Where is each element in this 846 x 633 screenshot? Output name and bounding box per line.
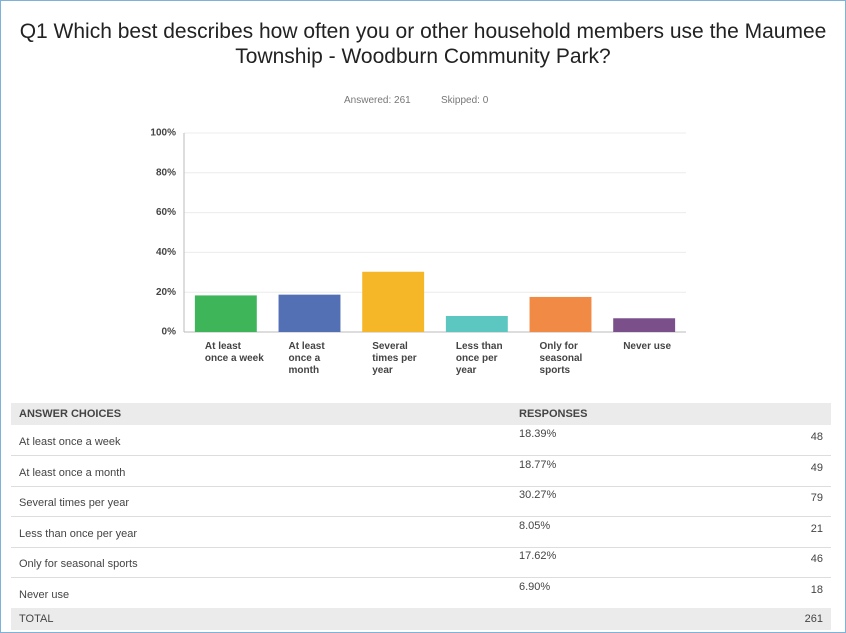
bar xyxy=(194,295,257,332)
x-tick-label: At least once a month xyxy=(288,341,325,376)
x-tick-label: Only for seasonal sports xyxy=(539,341,583,376)
cell: 48 xyxy=(810,431,823,443)
header-cell: RESPONSES xyxy=(519,408,588,420)
table-row: Several times per year 30.27% 79 xyxy=(11,486,831,517)
cell: 49 xyxy=(810,461,823,474)
cell: 18.77% xyxy=(519,458,557,471)
cell: 21 xyxy=(810,522,823,535)
cell: 18 xyxy=(810,583,823,596)
table-header: ANSWER CHOICES RESPONSES xyxy=(11,403,831,425)
table-row: At least once a week 18.39% 48 xyxy=(11,425,831,456)
cell: Never use xyxy=(19,588,70,601)
cell: At least once a week xyxy=(19,436,121,448)
cell: 17.62% xyxy=(519,550,557,562)
cell: TOTAL xyxy=(19,613,54,625)
x-tick-label: Never use xyxy=(623,341,672,352)
table-total: TOTAL 261 xyxy=(11,608,831,630)
cell: 6.90% xyxy=(519,580,551,593)
cell: Only for seasonal sports xyxy=(19,558,138,570)
table-row: Only for seasonal sports 17.62% 46 xyxy=(11,547,831,578)
bar xyxy=(278,294,341,332)
y-tick-label: 40% xyxy=(156,247,176,258)
table-row: At least once a month 18.77% 49 xyxy=(11,456,831,487)
cell: 8.05% xyxy=(519,519,551,532)
x-tick-label: Less than once per year xyxy=(455,341,503,376)
table-row: Less than once per year 8.05% 21 xyxy=(11,517,831,548)
cell: 46 xyxy=(810,553,823,565)
y-tick-label: 60% xyxy=(156,207,176,218)
cell: 18.39% xyxy=(519,428,557,440)
x-tick-label: At least once a week xyxy=(204,341,264,364)
cell: Less than once per year xyxy=(19,527,138,540)
cell: 79 xyxy=(810,492,823,504)
chart: 0% 20% 40% 60% 80% 100% xyxy=(150,128,686,338)
skipped: Skipped: 0 xyxy=(441,95,489,106)
answered: Answered: 261 xyxy=(344,95,411,106)
cell: 30.27% xyxy=(519,489,557,501)
y-tick-label: 0% xyxy=(162,327,177,338)
y-tick-label: 20% xyxy=(156,287,176,298)
table-row: Never use 6.90% 18 xyxy=(11,578,831,609)
chart-title: Q1 Which best describes how often you or… xyxy=(19,20,827,68)
bar xyxy=(362,271,425,332)
bar xyxy=(445,315,508,332)
bar xyxy=(529,296,592,332)
cell: 261 xyxy=(804,613,823,625)
cell: Several times per year xyxy=(19,497,130,509)
y-tick-label: 100% xyxy=(150,128,176,139)
bar xyxy=(613,318,676,332)
cell: At least once a month xyxy=(19,466,126,479)
header-cell: ANSWER CHOICES xyxy=(19,408,122,420)
y-tick-label: 80% xyxy=(156,167,176,178)
x-tick-label: Several times per year xyxy=(372,341,417,376)
